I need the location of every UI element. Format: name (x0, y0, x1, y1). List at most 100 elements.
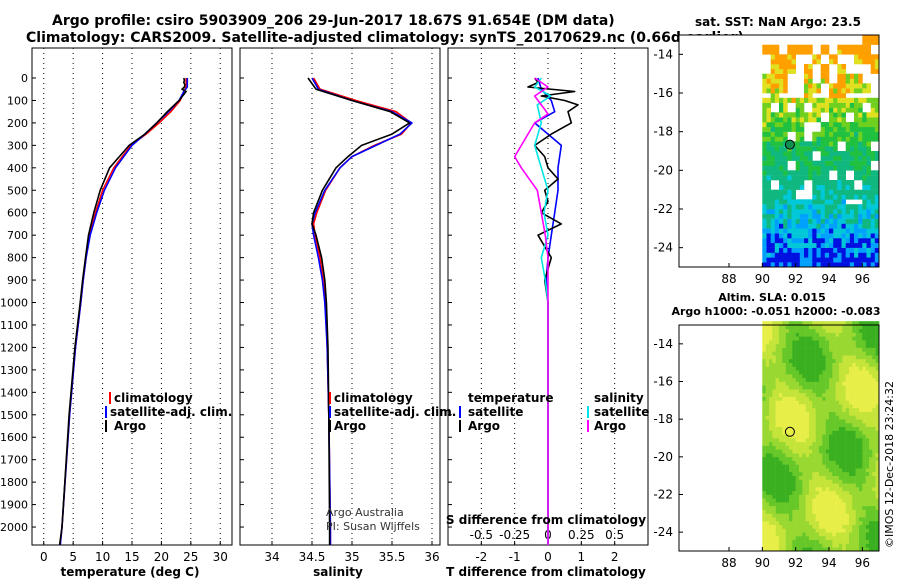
sla-cell (802, 513, 806, 518)
sla-cell (785, 441, 790, 446)
sst-cell (870, 199, 876, 205)
sla-cell (862, 434, 866, 439)
sla-cell (805, 340, 810, 345)
sla-cell (842, 487, 846, 492)
sst-cell (845, 102, 851, 108)
sst-cell (762, 146, 767, 152)
sla-cell (845, 389, 850, 394)
sst-cell (829, 107, 834, 113)
sst-cell (783, 88, 788, 94)
sla-cell (792, 517, 796, 522)
sla-cell (855, 392, 860, 397)
sla-cell (852, 547, 856, 552)
sla-cell (762, 392, 766, 397)
sla-cell (815, 422, 820, 427)
sla-cell (799, 483, 803, 488)
sst-cell (804, 97, 809, 103)
sla-cell (819, 520, 823, 525)
sla-cell (762, 513, 766, 518)
sla-cell (872, 332, 876, 337)
sst-cell (845, 44, 851, 50)
sla-cell (839, 392, 843, 397)
sla-cell (872, 532, 876, 537)
sla-cell (865, 524, 870, 529)
sla-cell (779, 385, 783, 390)
sla-cell (802, 430, 806, 435)
sst-cell (862, 199, 867, 205)
sst-cell (766, 83, 771, 89)
sst-cell (774, 93, 780, 99)
sla-cell (845, 498, 850, 503)
sla-cell (825, 513, 830, 518)
sla-cell (772, 351, 776, 356)
sla-cell (789, 517, 793, 522)
sla-cell (802, 377, 806, 382)
sst-cell (791, 252, 796, 258)
sst-cell (829, 126, 834, 132)
sla-cell (782, 411, 786, 416)
sla-cell (802, 528, 806, 533)
sla-cell (859, 471, 863, 476)
map-lat-label: -20 (653, 450, 673, 464)
sla-cell (875, 547, 880, 552)
sla-cell (875, 351, 880, 356)
sla-cell (835, 520, 840, 525)
sla-cell (855, 385, 860, 390)
sla-cell (825, 456, 830, 461)
sst-cell (854, 102, 859, 108)
sla-cell (805, 475, 810, 480)
sst-cell (820, 262, 826, 268)
sst-cell (866, 49, 871, 55)
sla-cell (785, 543, 790, 548)
sla-cell (805, 370, 810, 375)
sla-cell (789, 370, 793, 375)
sla-cell (872, 547, 876, 552)
sla-cell (872, 502, 876, 507)
sst-cell (787, 180, 792, 186)
sst-cell (766, 165, 771, 171)
sla-cell (832, 464, 836, 469)
sst-cell (866, 165, 871, 171)
sla-cell (812, 490, 816, 495)
sst-cell (770, 242, 776, 248)
sla-cell (785, 494, 790, 499)
sst-cell (766, 257, 771, 263)
sst-cell (837, 102, 842, 108)
sla-cell (792, 411, 796, 416)
sla-cell (839, 389, 843, 394)
sla-cell (869, 464, 873, 469)
sla-cell (795, 502, 800, 507)
sst-cell (816, 194, 821, 200)
sla-cell (782, 370, 786, 375)
sla-cell (835, 479, 840, 484)
sla-cell (839, 347, 843, 352)
sst-cell (816, 218, 821, 224)
sla-cell (862, 520, 866, 525)
sst-cell (845, 83, 851, 89)
sst-cell (799, 180, 805, 186)
sla-cell (829, 374, 833, 379)
sst-cell (854, 218, 859, 224)
sst-cell (862, 136, 867, 142)
sst-cell (820, 218, 826, 224)
sst-cell (824, 49, 830, 55)
sst-cell (766, 126, 771, 132)
sst-cell (833, 199, 838, 205)
sla-cell (835, 358, 840, 363)
sla-cell (839, 539, 843, 544)
sla-cell (765, 505, 770, 510)
sla-cell (842, 490, 846, 495)
sst-cell (841, 131, 846, 137)
sst-cell (791, 54, 796, 60)
sla-cell (815, 494, 820, 499)
sst-cell (791, 199, 796, 205)
sst-cell (804, 233, 809, 239)
sst-cell (774, 194, 780, 200)
sst-cell (770, 170, 776, 176)
sla-cell (842, 524, 846, 529)
sla-cell (765, 456, 770, 461)
sst-cell (804, 257, 809, 263)
sst-cell (795, 247, 801, 253)
sla-cell (805, 487, 810, 492)
sla-cell (785, 396, 790, 401)
